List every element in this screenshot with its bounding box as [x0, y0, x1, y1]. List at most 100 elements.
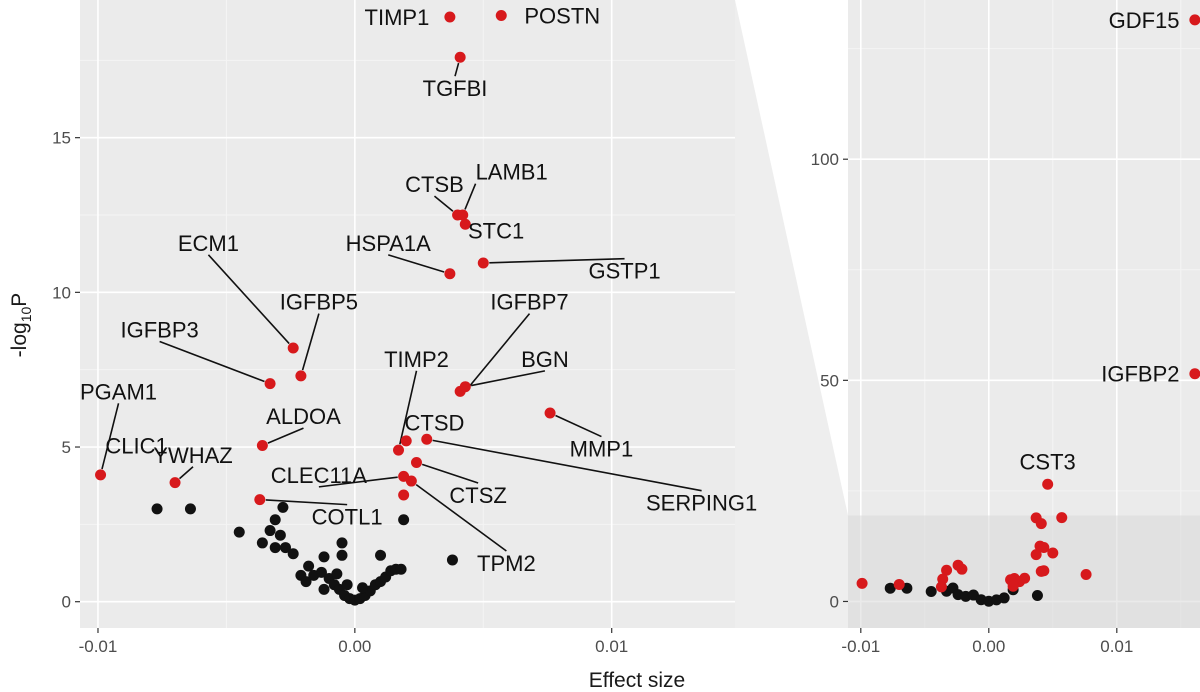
y-tick-label: 0	[62, 593, 71, 612]
y-axis-title-main: -log	[8, 322, 31, 357]
nonsignificant-point	[1031, 589, 1043, 601]
significant-point	[457, 209, 469, 221]
significant-point	[1056, 512, 1068, 524]
significant-point	[459, 218, 471, 230]
gene-label: CLIC1	[105, 433, 167, 458]
significant-point	[444, 268, 456, 280]
significant-point	[1035, 565, 1047, 577]
nonsignificant-point	[303, 560, 315, 572]
overview-y-axis: 0 50 100	[811, 150, 848, 611]
significant-point	[169, 477, 181, 489]
nonsignificant-point	[341, 579, 353, 591]
label-leader-line	[265, 499, 348, 506]
nonsignificant-point	[274, 529, 286, 541]
zoom-region-highlight	[848, 515, 1200, 628]
nonsignificant-point	[264, 525, 276, 537]
label-leader-line	[101, 403, 120, 470]
nonsignificant-point	[269, 514, 281, 526]
nonsignificant-point	[318, 551, 330, 563]
x-tick-label: -0.01	[79, 637, 118, 656]
label-leader-line	[433, 195, 454, 212]
nonsignificant-point	[336, 537, 348, 549]
label-leader-line	[388, 254, 445, 273]
significant-point	[287, 342, 299, 354]
nonsignificant-point	[300, 576, 312, 588]
y-tick-label: 50	[820, 371, 839, 390]
y-axis-title-subscript: 10	[18, 306, 34, 322]
main-volcano-panel: 0 5 10 15 -0.01 0.00 0.01 TIMP1 POSTN TGFBI CTSB…	[52, 0, 757, 656]
gene-label: BGN	[521, 347, 569, 372]
y-tick-label: 100	[811, 150, 839, 169]
gene-label: TPM2	[477, 551, 536, 576]
nonsignificant-point	[269, 542, 281, 554]
gene-label: POSTN	[524, 3, 600, 28]
nonsignificant-point	[318, 583, 330, 595]
label-leader-line	[159, 340, 265, 383]
nonsignificant-point	[331, 568, 343, 580]
significant-point	[544, 407, 556, 419]
significant-point	[1042, 478, 1054, 490]
nonsignificant-point	[184, 503, 196, 515]
nonsignificant-point	[357, 582, 369, 594]
y-tick-label: 10	[52, 283, 71, 302]
gene-label: SERPING1	[646, 491, 757, 516]
gene-label: TIMP2	[384, 347, 449, 372]
significant-point	[405, 475, 417, 487]
nonsignificant-point	[233, 526, 245, 538]
nonsignificant-point	[398, 514, 410, 526]
label-leader-line	[464, 183, 477, 210]
nonsignificant-point	[151, 503, 163, 515]
gene-label: CLEC11A	[271, 463, 368, 488]
overview-points	[856, 14, 1200, 607]
gene-label: CTSB	[405, 172, 464, 197]
main-label-leaders	[101, 62, 702, 552]
x-tick-label: -0.01	[841, 637, 880, 656]
significant-point	[1038, 542, 1050, 554]
label-leader-line	[555, 414, 602, 438]
overview-x-axis: -0.01 0.00 0.01	[841, 628, 1133, 656]
significant-point	[1035, 518, 1047, 530]
significant-point	[856, 577, 868, 589]
nonsignificant-point	[884, 582, 896, 594]
gene-label: CTSD	[405, 410, 465, 435]
gene-label: ALDOA	[266, 404, 341, 429]
nonsignificant-point	[446, 554, 458, 566]
label-leader-line	[399, 370, 418, 445]
significant-point	[254, 494, 266, 506]
label-leader-line	[471, 370, 546, 387]
significant-point	[1189, 14, 1200, 26]
significant-point	[400, 435, 412, 447]
gene-label: CST3	[1020, 450, 1076, 475]
gene-label: ECM1	[178, 231, 239, 256]
x-tick-label: 0.01	[1100, 637, 1133, 656]
significant-point	[398, 489, 410, 501]
gene-label: GSTP1	[588, 259, 660, 284]
nonsignificant-point	[395, 563, 407, 575]
significant-point	[295, 370, 307, 382]
nonsignificant-point	[998, 592, 1010, 604]
main-gridlines	[80, 0, 735, 628]
nonsignificant-point	[925, 586, 937, 598]
overview-panel: 0 50 100 -0.01 0.00 0.01 GDF15 IGFBP2 CST3	[811, 0, 1200, 656]
gene-label: PGAM1	[80, 379, 157, 404]
significant-point	[256, 439, 268, 451]
label-leader-line	[301, 313, 320, 371]
nonsignificant-point	[336, 549, 348, 561]
gene-label: TGFBI	[423, 76, 488, 101]
significant-point	[454, 51, 466, 63]
label-leader-line	[489, 257, 625, 264]
nonsignificant-point	[375, 549, 387, 561]
significant-point	[95, 469, 107, 481]
gene-label: LAMB1	[476, 160, 548, 185]
gene-label: IGFBP2	[1101, 362, 1179, 387]
significant-point	[893, 578, 905, 590]
significant-point	[495, 9, 507, 21]
gene-label: IGFBP3	[121, 317, 199, 342]
significant-point	[264, 378, 276, 390]
label-leader-line	[432, 439, 702, 492]
y-tick-label: 0	[830, 592, 839, 611]
label-leader-line	[207, 254, 290, 345]
label-leader-line	[421, 463, 479, 484]
significant-point	[956, 563, 968, 575]
